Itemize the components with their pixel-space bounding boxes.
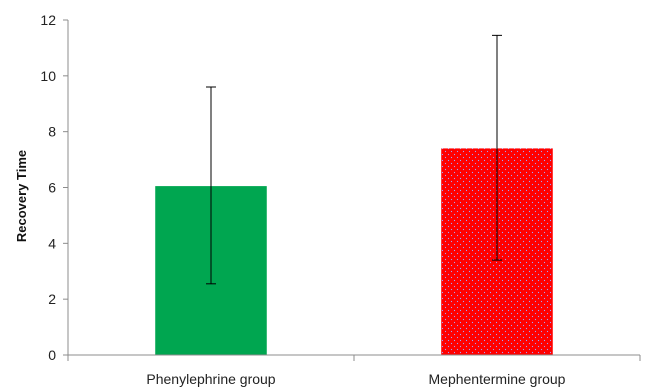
bars xyxy=(155,148,553,355)
x-category-label: Mephentermine group xyxy=(429,371,566,387)
error-bars xyxy=(206,34,502,285)
y-tick-label: 0 xyxy=(48,347,56,363)
y-axis: 0 2 4 6 8 10 12 xyxy=(40,12,69,363)
x-axis: Phenylephrine group Mephentermine group xyxy=(67,354,641,387)
y-tick-label: 2 xyxy=(48,291,56,307)
y-tick-label: 6 xyxy=(48,180,56,196)
x-category-label: Phenylephrine group xyxy=(146,371,275,387)
y-tick-label: 4 xyxy=(48,235,56,251)
y-tick-label: 8 xyxy=(48,124,56,140)
y-axis-title: Recovery Time xyxy=(14,150,29,242)
y-tick-label: 12 xyxy=(40,12,56,28)
y-tick-label: 10 xyxy=(40,68,56,84)
